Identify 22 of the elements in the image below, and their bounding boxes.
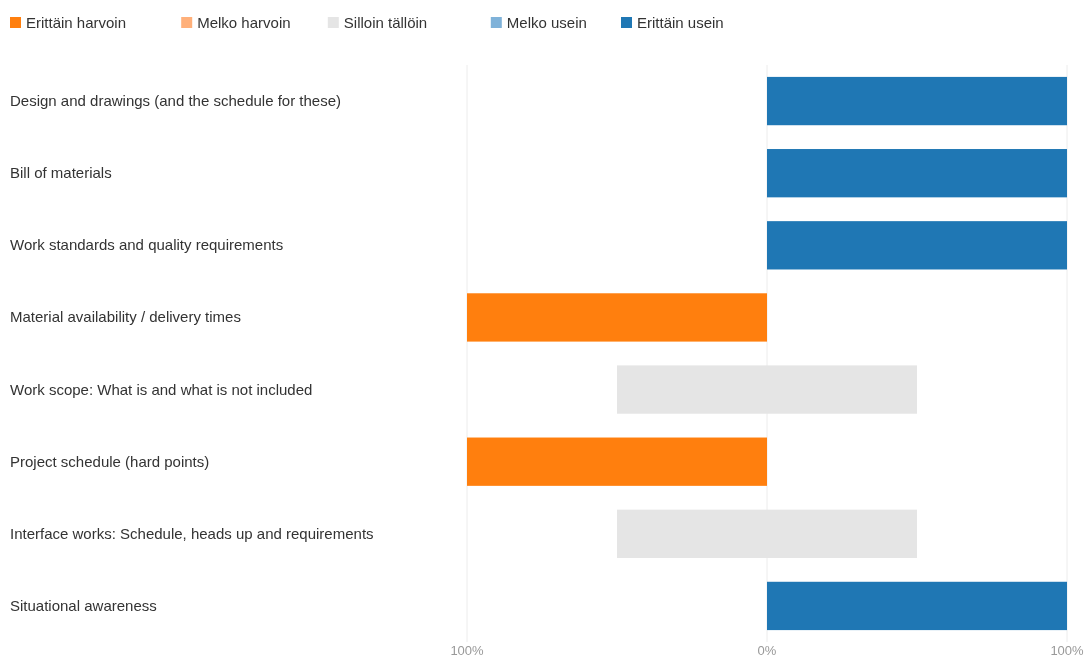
legend-label: Erittäin harvoin	[26, 14, 127, 31]
y-tick-label: Material availability / delivery times	[10, 308, 241, 326]
x-tick-label: 100%	[450, 643, 485, 657]
y-tick-label: Project schedule (hard points)	[10, 452, 210, 470]
bar	[467, 437, 767, 486]
y-tick-label: Work standards and quality requirements	[10, 236, 284, 254]
bar	[767, 221, 1067, 270]
y-tick-label: Interface works: Schedule, heads up and requirements	[10, 524, 374, 542]
y-tick-label: Bill of materials	[10, 164, 112, 182]
legend-label: Melko harvoin	[197, 14, 291, 31]
y-tick-label: Work scope: What is and what is not included	[10, 380, 313, 398]
x-tick-label: 0%	[757, 643, 777, 657]
x-tick-label: 100%	[1050, 643, 1085, 657]
legend-label: Melko usein	[506, 14, 587, 31]
bar	[767, 149, 1067, 198]
legend-label: Silloin tällöin	[343, 14, 428, 31]
bar	[467, 293, 767, 342]
y-tick-label: Design and drawings (and the schedule for these)	[10, 92, 342, 110]
bar	[767, 76, 1067, 126]
legend-label: Erittäin usein	[637, 14, 724, 31]
y-tick-label: Situational awareness	[10, 596, 157, 614]
bar	[767, 581, 1067, 631]
